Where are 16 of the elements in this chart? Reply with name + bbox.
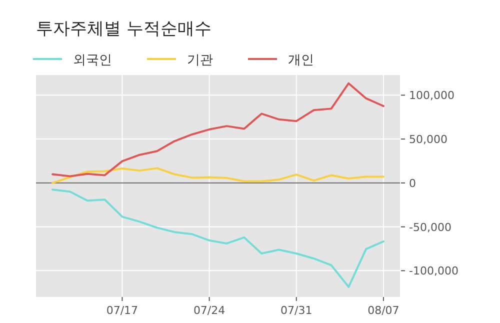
y-tick-label: -50,000 — [409, 220, 452, 234]
y-tick-label: 100,000 — [409, 89, 454, 102]
line-series — [52, 188, 384, 288]
x-tick-label: 07/31 — [280, 304, 312, 317]
x-tick-label: 07/17 — [106, 304, 138, 317]
x-tick-label: 08/07 — [368, 304, 400, 317]
x-tick-label: 07/24 — [193, 304, 226, 317]
y-tick-label: -100,000 — [409, 264, 458, 278]
line-series — [52, 82, 384, 178]
legend-label: 기관 — [187, 53, 213, 68]
chart-title: 투자주체별 누적순매수 — [36, 19, 212, 39]
legend-label: 외국인 — [73, 53, 112, 68]
line-series — [52, 167, 384, 184]
y-tick-label: 0 — [409, 176, 416, 190]
legend-label: 개인 — [288, 53, 314, 68]
y-tick-label: 50,000 — [409, 133, 448, 146]
